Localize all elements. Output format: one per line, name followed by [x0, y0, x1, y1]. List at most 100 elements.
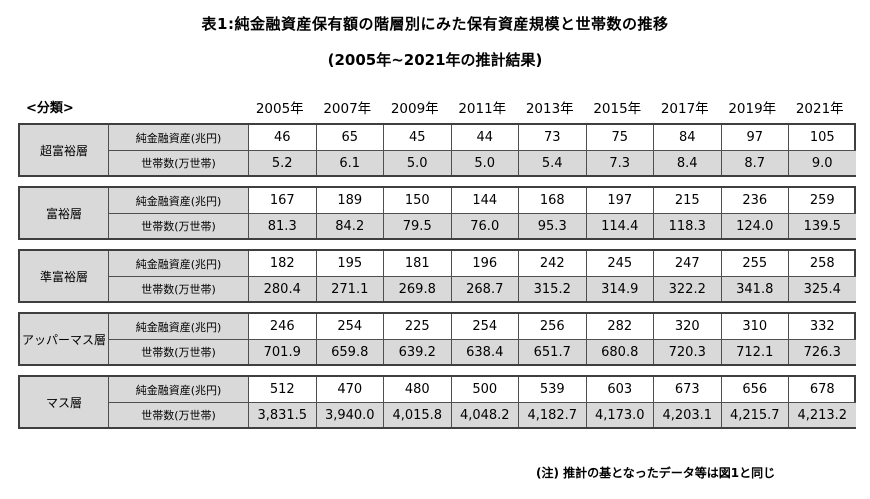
value-cell: 189	[315, 188, 384, 213]
value-cell: 97	[720, 125, 789, 150]
household-row-label: 世帯数(万世帯)	[108, 276, 248, 301]
value-cell: 76.0	[450, 213, 518, 238]
footnote: (注) 推計の基となったデータ等は図1と同じ	[536, 466, 776, 480]
value-cell: 5.0	[383, 150, 451, 175]
category-label: 超富裕層	[20, 125, 108, 175]
table-group-wealthy: 富裕層 純金融資産(兆円) 167 189 150 144 168 197 21…	[18, 186, 856, 240]
value-cell: 9.0	[788, 150, 856, 175]
value-cell: 4,182.7	[518, 402, 586, 427]
value-cell: 5.4	[518, 150, 586, 175]
value-cell: 81.3	[248, 213, 316, 238]
value-cell: 8.4	[653, 150, 721, 175]
value-cell: 44	[450, 125, 519, 150]
value-cell: 651.7	[518, 339, 586, 364]
value-cell: 268.7	[450, 276, 518, 301]
value-cell: 139.5	[788, 213, 856, 238]
value-cell: 254	[450, 314, 519, 339]
category-label: 富裕層	[20, 188, 108, 238]
value-cell: 470	[315, 377, 384, 402]
year-header: 2021年	[795, 101, 844, 117]
value-cell: 65	[315, 125, 384, 150]
value-cell: 84.2	[315, 213, 383, 238]
value-cell: 225	[383, 314, 451, 339]
value-cell: 322.2	[653, 276, 721, 301]
value-cell: 254	[315, 314, 384, 339]
value-cell: 4,215.7	[720, 402, 788, 427]
value-cell: 480	[383, 377, 451, 402]
data-table: <分類> 2005年 2007年 2009年 2011年 2013年 2015年…	[18, 98, 856, 429]
year-header: 2007年	[323, 101, 372, 117]
year-header: 2011年	[458, 101, 507, 117]
table-group-upper-mass: アッパーマス層 純金融資産(兆円) 246 254 225 254 256 28…	[18, 312, 856, 366]
value-cell: 638.4	[450, 339, 518, 364]
value-cell: 255	[720, 251, 789, 276]
asset-row-label: 純金融資産(兆円)	[108, 125, 248, 150]
value-cell: 712.1	[720, 339, 788, 364]
classification-label: <分類>	[26, 101, 74, 116]
value-cell: 215	[653, 188, 721, 213]
asset-row-label: 純金融資産(兆円)	[108, 314, 248, 339]
value-cell: 271.1	[315, 276, 383, 301]
value-cell: 79.5	[383, 213, 451, 238]
year-header: 2015年	[593, 101, 642, 117]
value-cell: 680.8	[585, 339, 653, 364]
value-cell: 73	[518, 125, 586, 150]
value-cell: 3,940.0	[315, 402, 383, 427]
year-header: 2013年	[525, 101, 574, 117]
value-cell: 247	[653, 251, 721, 276]
household-row-label: 世帯数(万世帯)	[108, 402, 248, 427]
value-cell: 656	[720, 377, 789, 402]
value-cell: 246	[248, 314, 316, 339]
value-cell: 45	[383, 125, 451, 150]
value-cell: 259	[788, 188, 856, 213]
year-header: 2019年	[728, 101, 777, 117]
table-group-mass: マス層 純金融資産(兆円) 512 470 480 500 539 603 67…	[18, 375, 856, 429]
value-cell: 95.3	[518, 213, 586, 238]
value-cell: 4,048.2	[450, 402, 518, 427]
value-cell: 75	[585, 125, 654, 150]
asset-row-label: 純金融資産(兆円)	[108, 251, 248, 276]
value-cell: 4,015.8	[383, 402, 451, 427]
value-cell: 539	[518, 377, 586, 402]
year-header: 2009年	[390, 101, 439, 117]
value-cell: 196	[450, 251, 519, 276]
value-cell: 678	[788, 377, 856, 402]
value-cell: 320	[653, 314, 721, 339]
value-cell: 4,173.0	[585, 402, 653, 427]
value-cell: 144	[450, 188, 519, 213]
value-cell: 46	[248, 125, 316, 150]
value-cell: 195	[315, 251, 384, 276]
value-cell: 124.0	[720, 213, 788, 238]
value-cell: 603	[585, 377, 654, 402]
value-cell: 310	[720, 314, 789, 339]
value-cell: 500	[450, 377, 519, 402]
value-cell: 332	[788, 314, 856, 339]
value-cell: 314.9	[585, 276, 653, 301]
value-cell: 315.2	[518, 276, 586, 301]
asset-row-label: 純金融資産(兆円)	[108, 377, 248, 402]
value-cell: 168	[518, 188, 586, 213]
value-cell: 105	[788, 125, 856, 150]
value-cell: 114.4	[585, 213, 653, 238]
value-cell: 282	[585, 314, 654, 339]
value-cell: 167	[248, 188, 316, 213]
asset-row-label: 純金融資産(兆円)	[108, 188, 248, 213]
household-row-label: 世帯数(万世帯)	[108, 213, 248, 238]
category-label: マス層	[20, 377, 108, 427]
value-cell: 258	[788, 251, 856, 276]
value-cell: 7.3	[585, 150, 653, 175]
value-cell: 673	[653, 377, 721, 402]
year-header-row: <分類> 2005年 2007年 2009年 2011年 2013年 2015年…	[18, 98, 856, 120]
value-cell: 4,213.2	[788, 402, 856, 427]
value-cell: 256	[518, 314, 586, 339]
value-cell: 341.8	[720, 276, 788, 301]
year-header: 2017年	[660, 101, 709, 117]
table-group-semi-wealthy: 準富裕層 純金融資産(兆円) 182 195 181 196 242 245 2…	[18, 249, 856, 303]
value-cell: 701.9	[248, 339, 316, 364]
category-label: 準富裕層	[20, 251, 108, 301]
household-row-label: 世帯数(万世帯)	[108, 339, 248, 364]
value-cell: 150	[383, 188, 451, 213]
value-cell: 182	[248, 251, 316, 276]
value-cell: 181	[383, 251, 451, 276]
